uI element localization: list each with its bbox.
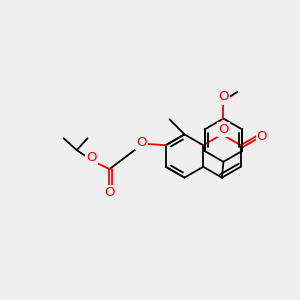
Text: O: O [86, 151, 97, 164]
Text: O: O [104, 186, 115, 200]
Text: O: O [218, 91, 229, 103]
Text: O: O [257, 130, 267, 143]
Text: O: O [136, 136, 147, 149]
Text: O: O [218, 123, 229, 136]
